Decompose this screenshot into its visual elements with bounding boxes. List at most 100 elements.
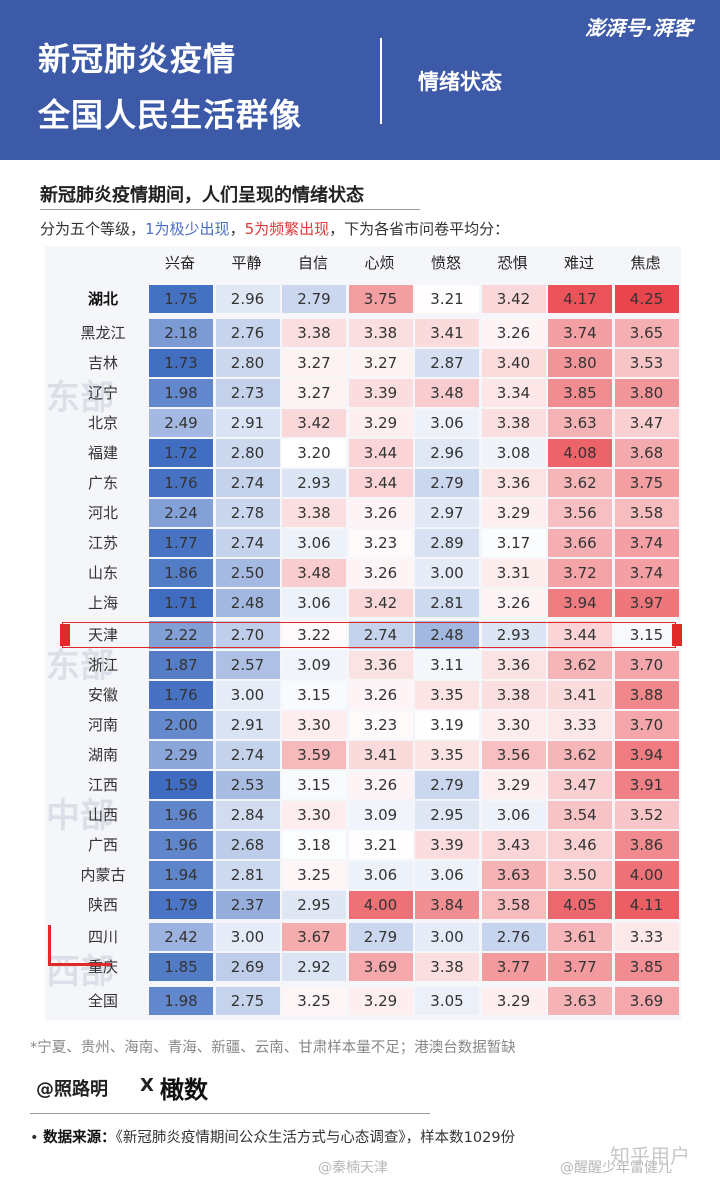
heatmap-cell: 3.70 xyxy=(614,711,679,739)
heatmap-cell: 3.62 xyxy=(548,741,612,769)
heatmap-cell: 3.26 xyxy=(481,319,546,347)
heatmap-cell: 2.00 xyxy=(149,711,213,739)
heatmap-cell: 1.71 xyxy=(149,589,213,617)
heatmap-cell: 3.06 xyxy=(282,529,346,557)
heatmap-cell: 3.38 xyxy=(348,319,413,347)
row-label-16: 江西 xyxy=(87,776,118,794)
row-label-14: 河南 xyxy=(87,716,118,734)
heatmap-cell: 3.00 xyxy=(215,923,280,951)
heatmap-cell: 1.98 xyxy=(149,987,213,1015)
row-label-21: 四川 xyxy=(87,928,118,946)
author-x: X xyxy=(140,1075,154,1096)
heatmap-cell: 3.05 xyxy=(415,987,479,1015)
region-watermark-east2: 东部 xyxy=(46,646,114,686)
heatmap-cell: 2.74 xyxy=(215,469,280,497)
heatmap-cell: 3.30 xyxy=(481,711,546,739)
heatmap-cell: 1.73 xyxy=(149,349,213,377)
heatmap-cell: 2.57 xyxy=(215,651,280,679)
header-title-line1: 新冠肺炎疫情 xyxy=(38,40,237,78)
heatmap-cell: 3.77 xyxy=(481,953,546,981)
heatmap-cell: 2.93 xyxy=(481,621,546,649)
heatmap-cell: 3.86 xyxy=(614,831,679,859)
heatmap-cell: 3.36 xyxy=(481,469,546,497)
heatmap-cell: 1.85 xyxy=(149,953,213,981)
heatmap-cell: 3.29 xyxy=(481,499,546,527)
region-watermark-east: 东部 xyxy=(46,378,114,418)
heatmap-cell: 3.26 xyxy=(348,681,413,709)
region-watermark-west: 西部 xyxy=(46,952,114,992)
heatmap-cell: 2.74 xyxy=(215,529,280,557)
heatmap-cell: 3.25 xyxy=(282,861,346,889)
heatmap-cell: 2.95 xyxy=(415,801,479,829)
heatmap-cell: 3.36 xyxy=(348,651,413,679)
row-label-19: 内蒙古 xyxy=(80,866,126,884)
author-name: @照路明 xyxy=(36,1079,108,1100)
heatmap-cell: 2.18 xyxy=(149,319,213,347)
heatmap-cell: 3.75 xyxy=(614,469,679,497)
heatmap-cell: 3.41 xyxy=(415,319,479,347)
heatmap-cell: 2.79 xyxy=(415,469,479,497)
heatmap-cell: 4.08 xyxy=(548,439,612,467)
heatmap-cell: 3.46 xyxy=(548,831,612,859)
heatmap-cell: 3.26 xyxy=(481,589,546,617)
heatmap-cell: 3.63 xyxy=(548,987,612,1015)
heatmap-cell: 3.26 xyxy=(348,499,413,527)
heatmap-cell: 3.34 xyxy=(481,379,546,407)
heatmap-cell: 3.63 xyxy=(481,861,546,889)
heatmap-cell: 2.95 xyxy=(282,891,346,919)
heatmap-cell: 1.76 xyxy=(149,681,213,709)
heatmap-cell: 2.78 xyxy=(215,499,280,527)
row-label-4: 北京 xyxy=(87,414,118,432)
heatmap-cell: 3.29 xyxy=(348,409,413,437)
heatmap-cell: 3.08 xyxy=(481,439,546,467)
heatmap-cell: 1.96 xyxy=(149,831,213,859)
heatmap-cell: 3.70 xyxy=(614,651,679,679)
column-header-0: 兴奋 xyxy=(164,254,195,272)
heatmap-cell: 3.66 xyxy=(548,529,612,557)
heatmap-cell: 3.06 xyxy=(481,801,546,829)
heatmap-cell: 3.67 xyxy=(282,923,346,951)
heatmap-cell: 3.41 xyxy=(348,741,413,769)
heatmap-cell: 2.24 xyxy=(149,499,213,527)
heatmap-cell: 3.39 xyxy=(415,831,479,859)
header-title-line2: 全国人民生活群像 xyxy=(38,96,303,134)
heatmap-cell: 3.27 xyxy=(348,349,413,377)
heatmap-cell: 2.81 xyxy=(215,861,280,889)
heatmap-cell: 2.74 xyxy=(348,621,413,649)
heatmap-cell: 2.50 xyxy=(215,559,280,587)
heatmap-cell: 3.38 xyxy=(481,681,546,709)
heatmap-cell: 3.77 xyxy=(548,953,612,981)
row-label-18: 广西 xyxy=(87,836,118,854)
column-header-1: 平静 xyxy=(231,254,262,272)
heatmap-cell: 2.91 xyxy=(215,409,280,437)
heatmap-cell: 3.09 xyxy=(282,651,346,679)
heatmap-cell: 3.52 xyxy=(614,801,679,829)
watermark-right: @醒醒少年雷健儿 xyxy=(560,1160,672,1176)
heatmap-cell: 2.37 xyxy=(215,891,280,919)
row-label-2: 吉林 xyxy=(87,354,118,372)
heatmap-cell: 3.85 xyxy=(548,379,612,407)
heatmap-cell: 3.56 xyxy=(548,499,612,527)
heatmap-cell: 3.80 xyxy=(614,379,679,407)
heatmap-cell: 2.81 xyxy=(415,589,479,617)
desc-sep: ， xyxy=(229,220,245,238)
heatmap-cell: 2.49 xyxy=(149,409,213,437)
data-source: • 数据来源：《新冠肺炎疫情期间公众生活方式与心态调查》，样本数1029份 xyxy=(30,1130,516,1146)
heatmap-cell: 3.29 xyxy=(481,987,546,1015)
heatmap-cell: 3.54 xyxy=(548,801,612,829)
heatmap-cell: 3.94 xyxy=(614,741,679,769)
heatmap-cell: 3.75 xyxy=(348,285,413,313)
source-divider xyxy=(30,1113,430,1114)
heatmap-cell: 3.38 xyxy=(282,499,346,527)
heatmap-cell: 3.31 xyxy=(481,559,546,587)
brand-logo: 澎湃号·湃客 xyxy=(585,16,693,40)
column-header-5: 恐惧 xyxy=(497,254,528,272)
row-label-15: 湖南 xyxy=(87,746,118,764)
heatmap-cell: 3.42 xyxy=(348,589,413,617)
zhihu-watermark: 知乎用户 xyxy=(610,1144,690,1168)
row-label-6: 广东 xyxy=(87,474,118,492)
desc-low: 1为极少出现 xyxy=(145,220,230,238)
heatmap-cell: 3.63 xyxy=(548,409,612,437)
heatmap-cell: 2.48 xyxy=(215,589,280,617)
heatmap-cell: 3.11 xyxy=(415,651,479,679)
